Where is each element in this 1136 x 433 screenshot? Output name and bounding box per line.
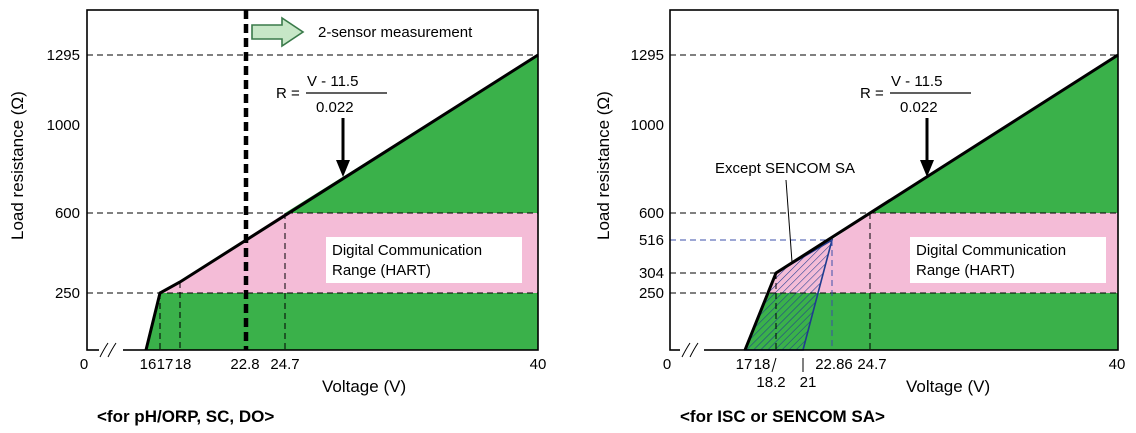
left-x-tick-22-8: 22.8 (230, 356, 259, 373)
left-x-axis-title: Voltage (V) (322, 377, 406, 396)
right-formula-arrow-icon (920, 160, 934, 177)
right-except-label: Except SENCOM SA (715, 160, 855, 177)
left-x-tick-16: 16 (140, 356, 157, 373)
left-green-low2 (180, 293, 538, 350)
chart-right: R = V - 11.5 0.022 Except SENCOM SA Digi… (594, 9, 1126, 426)
left-y-tick-1000: 1000 (47, 117, 80, 134)
right-except-leader (785, 179, 793, 263)
right-formula-num: V - 11.5 (891, 73, 942, 90)
right-y-tick-1000: 1000 (631, 117, 664, 134)
right-x-tick-0: 0 (663, 356, 671, 373)
right-y-tick-304: 304 (639, 265, 664, 282)
right-x-tick-40: 40 (1109, 356, 1126, 373)
left-y-tick-250: 250 (55, 285, 80, 302)
right-formula-den: 0.022 (900, 99, 938, 116)
right-x-tick-24-7: 24.7 (857, 356, 886, 373)
right-y-axis-title: Load resistance (Ω) (594, 91, 613, 240)
left-caption: <for pH/ORP, SC, DO> (97, 407, 274, 426)
left-hart-label-line1: Digital Communication (332, 242, 482, 259)
right-x-tick-18: 18 (754, 356, 771, 373)
left-x-tick-0: 0 (80, 356, 88, 373)
left-formula-num: V - 11.5 (307, 73, 358, 90)
right-blue-guides (670, 239, 833, 350)
right-hart-label-line2: Range (HART) (916, 262, 1015, 279)
left-x-tick-40: 40 (530, 356, 547, 373)
left-y-axis-title: Load resistance (Ω) (8, 91, 27, 240)
right-guides (670, 54, 1118, 350)
left-green-low (146, 293, 180, 350)
right-hart-label-line1: Digital Communication (916, 242, 1066, 259)
left-formula-den: 0.022 (316, 99, 354, 116)
left-x-tick-24-7: 24.7 (270, 356, 299, 373)
right-formula-lhs: R = (860, 85, 884, 102)
right-x-axis-title: Voltage (V) (906, 377, 990, 396)
right-x-tick-21: 21 (800, 374, 817, 391)
right-y-tick-250: 250 (639, 285, 664, 302)
left-y-tick-600: 600 (55, 205, 80, 222)
left-x-tick-17: 17 (157, 356, 174, 373)
left-boundary-line (144, 53, 539, 351)
right-green-low (745, 293, 1118, 350)
left-formula-lhs: R = (276, 85, 300, 102)
left-formula-arrow-icon (336, 160, 350, 177)
left-green-arrow-icon (251, 16, 305, 48)
right-caption: <for ISC or SENCOM SA> (680, 407, 885, 426)
right-plot-frame (669, 9, 1119, 351)
chart-left: 2-sensor measurement R = V - 11.5 0.022 … (8, 9, 547, 426)
right-x-tick-17: 17 (736, 356, 753, 373)
left-x-tick-18: 18 (175, 356, 192, 373)
right-y-tick-1295: 1295 (631, 47, 664, 64)
right-y-tick-516: 516 (639, 232, 664, 249)
right-x-tick-18-2: 18.2 (756, 374, 785, 391)
right-axis-break (681, 342, 699, 358)
right-boundary-line (743, 53, 1119, 351)
right-x-tick-22-86: 22.86 (815, 356, 853, 373)
left-arrow-label: 2-sensor measurement (318, 24, 473, 41)
left-hart-label-line2: Range (HART) (332, 262, 431, 279)
left-y-tick-1295: 1295 (47, 47, 80, 64)
left-plot-frame (86, 9, 539, 351)
right-y-tick-600: 600 (639, 205, 664, 222)
left-axis-break (99, 342, 117, 358)
